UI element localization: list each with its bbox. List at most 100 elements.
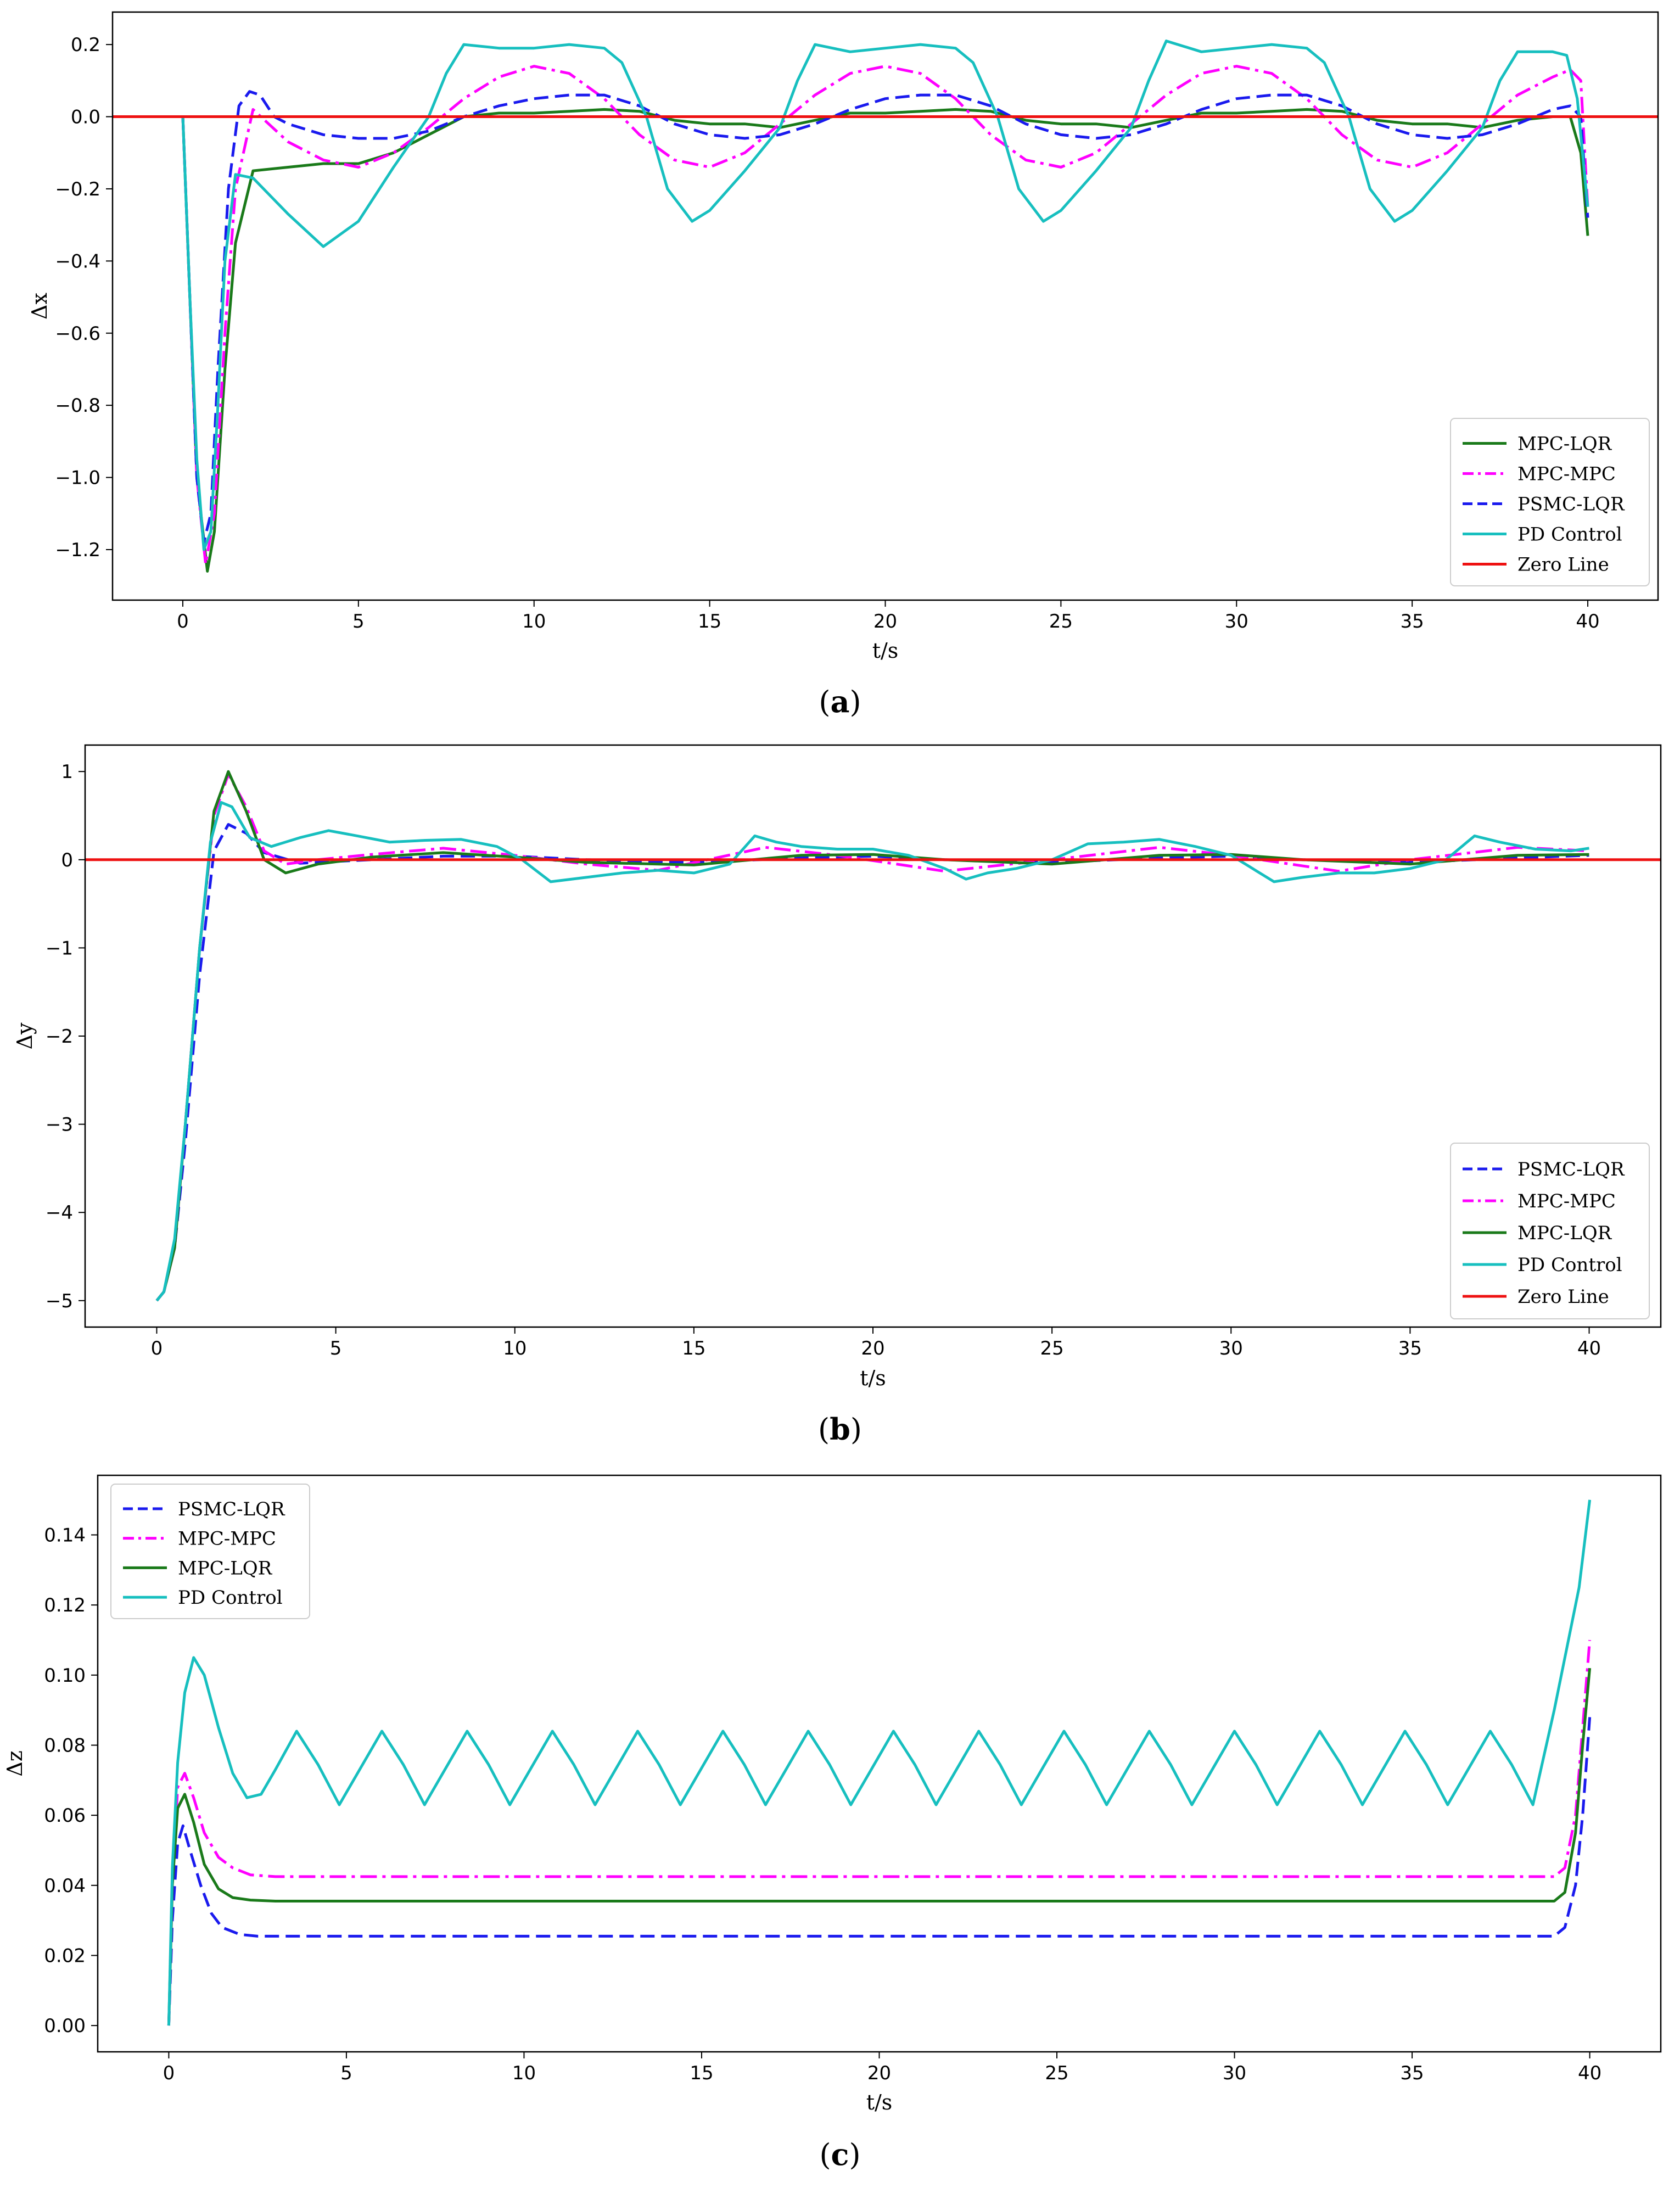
x-tick-label: 10 [522,611,546,633]
y-tick-label: 0.06 [44,1805,86,1827]
legend-label: PSMC-LQR [178,1498,285,1520]
x-axis-label: t/s [872,639,899,663]
x-tick-label: 20 [861,1338,884,1359]
y-tick-label: 0.10 [44,1665,86,1687]
y-tick-label: 1 [61,761,73,783]
x-tick-label: 5 [340,2062,352,2084]
caption-letter: a [831,684,850,719]
plot-frame [84,744,1662,1328]
legend: PSMC-LQR MPC-MPC MPC-LQR PD Control Zero Lin… [1450,1143,1650,1319]
x-tick-label: 0 [151,1338,163,1359]
x-axis-label: t/s [866,2090,893,2114]
x-tick-label: 40 [1578,2062,1601,2084]
series-line-mpc-mpc [181,65,1589,566]
plot-frame [111,11,1659,601]
x-tick-label: 20 [873,611,897,633]
y-tick-label: 0.02 [44,1945,86,1967]
y-tick-label: −1.2 [55,539,100,561]
y-tick-label: 0.14 [44,1525,86,1547]
series-line-pd-control [181,40,1589,551]
x-tick-label: 35 [1398,1338,1422,1359]
legend-label: PD Control [178,1587,283,1609]
caption-close-paren: ) [849,2137,860,2172]
y-tick-label: −5 [46,1290,73,1312]
series-line-psmc-lqr [155,823,1589,1302]
series-line-mpc-lqr [181,108,1589,573]
x-tick-label: 40 [1576,611,1599,633]
y-tick-label: 0.00 [44,2015,86,2037]
y-tick-label: −1.0 [55,467,100,489]
legend-box [110,1484,310,1619]
caption-close-paren: ) [850,1412,862,1447]
legend-box [1450,418,1650,586]
caption-open-paren: ( [819,685,830,719]
caption-open-paren: ( [818,1412,830,1447]
x-tick-label: 10 [512,2062,536,2084]
x-tick-label: 25 [1040,1338,1064,1359]
x-tick-label: 25 [1049,611,1073,633]
y-tick-label: −0.2 [55,178,100,200]
y-tick-label: 0.2 [71,34,100,56]
legend-box [1450,1143,1650,1319]
legend-label: Zero Line [1517,554,1609,576]
y-axis-label: Δz [3,1750,27,1776]
chart-panel-a: 0 5 10 15 20 25 30 35 40 −1.2 −1.0 −0.8 −0.6 −0.4 −0.2… [27,11,1659,719]
y-tick-label: 0.12 [44,1594,86,1616]
y-tick-label: −2 [46,1026,73,1048]
legend-label: PD Control [1517,524,1622,546]
x-axis-label: t/s [860,1366,886,1390]
legend-label: PSMC-LQR [1517,494,1625,516]
x-tick-label: 30 [1223,2062,1246,2084]
y-tick-label: 0.0 [71,107,100,128]
x-tick-label: 25 [1045,2062,1068,2084]
series-line-pd-control [155,801,1589,1302]
x-tick-label: 40 [1577,1338,1601,1359]
x-tick-label: 30 [1219,1338,1243,1359]
x-tick-label: 0 [163,2062,175,2084]
legend-label: Zero Line [1517,1286,1609,1308]
x-tick-label: 15 [682,1338,705,1359]
caption-open-paren: ( [819,2137,831,2172]
x-tick-label: 15 [698,611,721,633]
series-line-psmc-lqr [167,1717,1592,2026]
y-tick-label: −3 [46,1114,73,1136]
y-tick-label: −0.6 [55,323,100,345]
legend-label: MPC-LQR [1517,433,1612,455]
panel-caption: (a) [819,684,861,719]
legend-label: MPC-MPC [1517,1190,1616,1212]
caption-close-paren: ) [850,685,861,719]
y-tick-label: −0.8 [55,395,100,417]
legend-label: PD Control [1517,1254,1622,1276]
series-line-mpc-lqr [155,770,1589,1302]
x-tick-label: 30 [1225,611,1248,633]
y-tick-label: 0.08 [44,1734,86,1756]
legend-label: MPC-MPC [178,1528,276,1550]
y-tick-label: −1 [46,937,73,959]
series-line-psmc-lqr [181,90,1589,544]
x-tick-label: 20 [867,2062,891,2084]
plot-frame [97,1474,1662,2053]
chart-panel-b: 0 5 10 15 20 25 30 35 40 −5 −4 −3 −2 −1 0 1 t/s Δy PSMC-LQ… [13,744,1662,1447]
legend-label: PSMC-LQR [1517,1159,1625,1180]
x-tick-label: 35 [1400,2062,1424,2084]
x-tick-label: 10 [503,1338,527,1359]
x-tick-label: 5 [352,611,365,633]
series-line-pd-control [167,1499,1592,2026]
caption-letter: b [830,1412,850,1447]
legend-label: MPC-MPC [1517,463,1616,485]
panel-caption: (b) [818,1412,862,1447]
y-tick-label: −0.4 [55,250,100,272]
legend: MPC-LQR MPC-MPC PSMC-LQR PD Control Zero Lin… [1450,418,1650,586]
legend-label: MPC-LQR [178,1557,273,1579]
panel-caption: (c) [819,2137,860,2172]
legend: PSMC-LQR MPC-MPC MPC-LQR PD Control [110,1484,310,1619]
y-tick-label: 0.04 [44,1875,86,1897]
x-tick-label: 5 [330,1338,342,1359]
chart-panel-c: 0 5 10 15 20 25 30 35 40 0.00 0.02 0.04 0.06 0.08 0.10… [3,1474,1662,2172]
caption-letter: c [831,2137,849,2172]
x-tick-label: 15 [690,2062,713,2084]
y-axis-label: Δy [13,1022,37,1049]
series-line-mpc-mpc [167,1639,1592,2026]
y-axis-label: Δx [27,293,52,320]
x-tick-label: 0 [177,611,189,633]
